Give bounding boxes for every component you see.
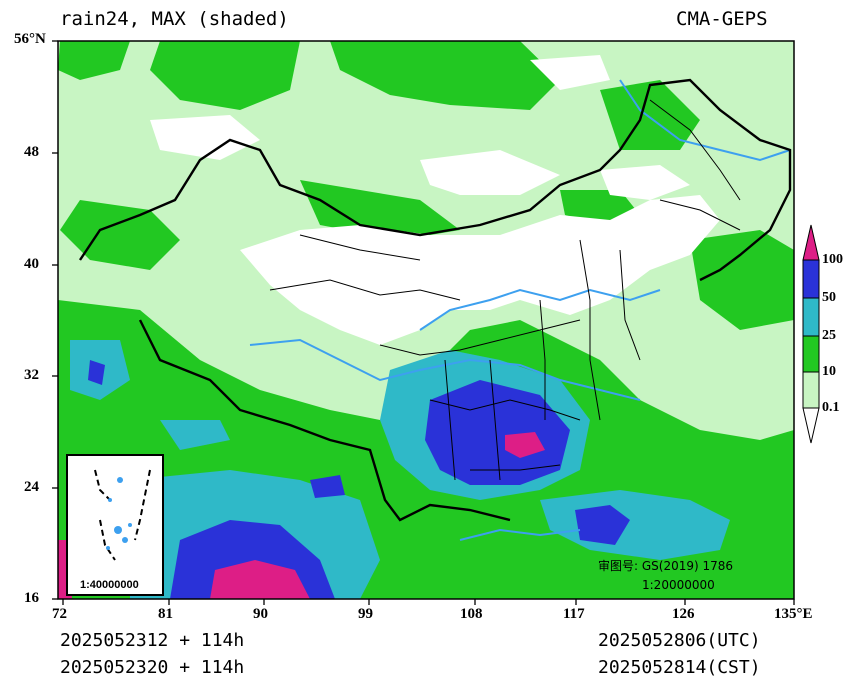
legend-label: 25 — [822, 328, 836, 343]
lon-tick-label: 117 — [563, 606, 585, 622]
lon-tick-label: 99 — [358, 606, 373, 622]
lat-tick-label: 56°N — [14, 31, 46, 47]
legend-label: 0.1 — [822, 400, 840, 415]
south-china-sea-inset — [66, 454, 164, 596]
valid-time-cst: 2025052814(CST) — [598, 657, 761, 678]
inset-scale: 1:40000000 — [80, 579, 139, 591]
map-scale: 1:20000000 — [642, 578, 715, 592]
legend-label: 100 — [822, 252, 843, 267]
lat-tick-label: 32 — [24, 367, 39, 383]
rainfall-shading — [58, 41, 794, 599]
lon-tick-label: 90 — [253, 606, 268, 622]
lon-tick-label: 126 — [672, 606, 695, 622]
init-time-utc: 2025052312 + 114h — [60, 630, 245, 651]
map-frame — [57, 40, 795, 600]
legend-label: 50 — [822, 290, 836, 305]
legend-colorbar — [802, 224, 820, 444]
lat-tick-label: 24 — [24, 479, 39, 495]
lat-tick-label: 16 — [24, 590, 39, 606]
map-title: rain24, MAX (shaded) — [60, 8, 289, 30]
review-number: 审图号: GS(2019) 1786 — [598, 559, 734, 573]
lon-tick-label: 72 — [52, 606, 67, 622]
lon-tick-label: 81 — [158, 606, 173, 622]
valid-time-utc: 2025052806(UTC) — [598, 630, 761, 651]
lon-tick-label: 108 — [460, 606, 483, 622]
lat-tick-label: 48 — [24, 144, 39, 160]
legend-label: 10 — [822, 364, 836, 379]
lon-tick-label: 135°E — [774, 606, 813, 622]
init-time-cst: 2025052320 + 114h — [60, 657, 245, 678]
lat-tick-label: 40 — [24, 256, 39, 272]
model-name: CMA-GEPS — [676, 8, 768, 30]
